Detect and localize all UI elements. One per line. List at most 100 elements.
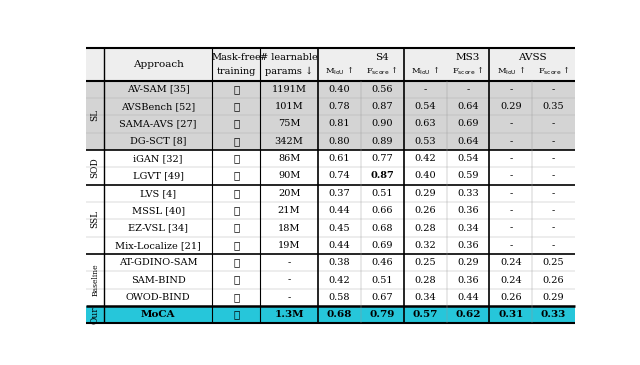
Text: SSL: SSL: [91, 210, 100, 228]
Text: -: -: [552, 85, 556, 94]
Text: SAMA-AVS [27]: SAMA-AVS [27]: [120, 119, 197, 128]
Text: iGAN [32]: iGAN [32]: [133, 154, 183, 163]
Text: 0.29: 0.29: [457, 258, 479, 267]
Text: Approach: Approach: [132, 60, 184, 69]
Text: 0.36: 0.36: [457, 241, 479, 250]
Text: 0.24: 0.24: [500, 276, 522, 285]
Text: 0.62: 0.62: [455, 310, 481, 319]
Text: 0.36: 0.36: [457, 206, 479, 215]
Text: 0.69: 0.69: [371, 241, 393, 250]
Text: -: -: [287, 276, 291, 285]
Text: Mix-Localize [21]: Mix-Localize [21]: [115, 241, 201, 250]
Text: 19M: 19M: [278, 241, 300, 250]
Text: 0.37: 0.37: [328, 189, 350, 198]
Text: SOD: SOD: [91, 157, 100, 178]
Text: 342M: 342M: [275, 137, 303, 146]
Text: S4: S4: [376, 53, 389, 62]
Text: Mask-free: Mask-free: [211, 53, 261, 62]
Text: 0.38: 0.38: [328, 258, 350, 267]
Text: -: -: [287, 258, 291, 267]
Text: 0.67: 0.67: [371, 293, 393, 302]
Text: ✗: ✗: [233, 85, 239, 94]
Text: 0.51: 0.51: [371, 189, 393, 198]
Text: 0.77: 0.77: [371, 154, 393, 163]
Text: DG-SCT [8]: DG-SCT [8]: [130, 137, 186, 146]
Text: SL: SL: [91, 109, 100, 121]
Text: 0.33: 0.33: [541, 310, 566, 319]
Text: 0.58: 0.58: [329, 293, 350, 302]
Text: AV-SAM [35]: AV-SAM [35]: [127, 85, 189, 94]
Text: 75M: 75M: [278, 119, 300, 128]
Text: 0.46: 0.46: [371, 258, 393, 267]
Text: -: -: [552, 189, 556, 198]
Text: 0.29: 0.29: [543, 293, 564, 302]
Text: 90M: 90M: [278, 172, 300, 180]
Text: 0.35: 0.35: [543, 102, 564, 111]
Text: 0.25: 0.25: [543, 258, 564, 267]
Text: -: -: [287, 293, 291, 302]
Text: 101M: 101M: [275, 102, 303, 111]
Text: 0.68: 0.68: [327, 310, 352, 319]
Text: 21M: 21M: [278, 206, 300, 215]
Text: EZ-VSL [34]: EZ-VSL [34]: [128, 223, 188, 233]
Text: 0.26: 0.26: [543, 276, 564, 285]
Text: 0.44: 0.44: [328, 241, 350, 250]
Text: F$_{\rm score}$ ↑: F$_{\rm score}$ ↑: [538, 66, 570, 77]
Text: 0.54: 0.54: [414, 102, 436, 111]
Text: 0.64: 0.64: [457, 102, 479, 111]
Text: AVSBench [52]: AVSBench [52]: [121, 102, 195, 111]
Text: ✓: ✓: [233, 241, 239, 250]
Text: 0.66: 0.66: [371, 206, 393, 215]
Text: ✓: ✓: [233, 223, 239, 233]
Text: -: -: [509, 189, 513, 198]
Text: 0.44: 0.44: [457, 293, 479, 302]
Text: 0.24: 0.24: [500, 258, 522, 267]
Text: 0.42: 0.42: [414, 154, 436, 163]
Text: -: -: [509, 223, 513, 233]
Text: 0.29: 0.29: [500, 102, 522, 111]
Text: M$_{\rm IoU}$ ↑: M$_{\rm IoU}$ ↑: [497, 66, 525, 77]
Text: ✗: ✗: [233, 137, 239, 146]
Text: 0.79: 0.79: [369, 310, 395, 319]
Text: 0.57: 0.57: [412, 310, 438, 319]
Text: 0.34: 0.34: [414, 293, 436, 302]
Text: training: training: [217, 67, 256, 76]
Text: 20M: 20M: [278, 189, 300, 198]
Text: ✓: ✓: [233, 258, 239, 267]
Text: MSSL [40]: MSSL [40]: [132, 206, 185, 215]
Text: 0.54: 0.54: [457, 154, 479, 163]
Text: -: -: [509, 119, 513, 128]
Text: -: -: [509, 85, 513, 94]
Text: 0.31: 0.31: [498, 310, 524, 319]
Text: -: -: [552, 119, 556, 128]
Text: ✓: ✓: [233, 154, 239, 163]
Text: ✓: ✓: [233, 310, 239, 319]
Text: LGVT [49]: LGVT [49]: [132, 172, 184, 180]
Text: 0.25: 0.25: [414, 258, 436, 267]
Text: -: -: [509, 137, 513, 146]
Text: ✓: ✓: [233, 172, 239, 180]
Text: 0.59: 0.59: [457, 172, 479, 180]
Text: 0.87: 0.87: [371, 172, 394, 180]
Text: -: -: [552, 137, 556, 146]
Text: ✗: ✗: [233, 119, 239, 128]
Text: ✗: ✗: [233, 102, 239, 111]
Text: -: -: [467, 85, 470, 94]
Text: 0.33: 0.33: [457, 189, 479, 198]
Text: 0.69: 0.69: [457, 119, 479, 128]
Polygon shape: [86, 48, 575, 81]
Text: MoCA: MoCA: [141, 310, 175, 319]
Text: -: -: [552, 172, 556, 180]
Text: 0.87: 0.87: [371, 102, 393, 111]
Text: -: -: [509, 241, 513, 250]
Text: -: -: [552, 206, 556, 215]
Text: 1.3M: 1.3M: [275, 310, 304, 319]
Text: 0.78: 0.78: [328, 102, 350, 111]
Text: -: -: [424, 85, 427, 94]
Text: 0.42: 0.42: [328, 276, 350, 285]
Text: -: -: [509, 206, 513, 215]
Text: 0.26: 0.26: [500, 293, 522, 302]
Text: ✓: ✓: [233, 189, 239, 198]
Text: 0.90: 0.90: [371, 119, 393, 128]
Text: 0.36: 0.36: [457, 276, 479, 285]
